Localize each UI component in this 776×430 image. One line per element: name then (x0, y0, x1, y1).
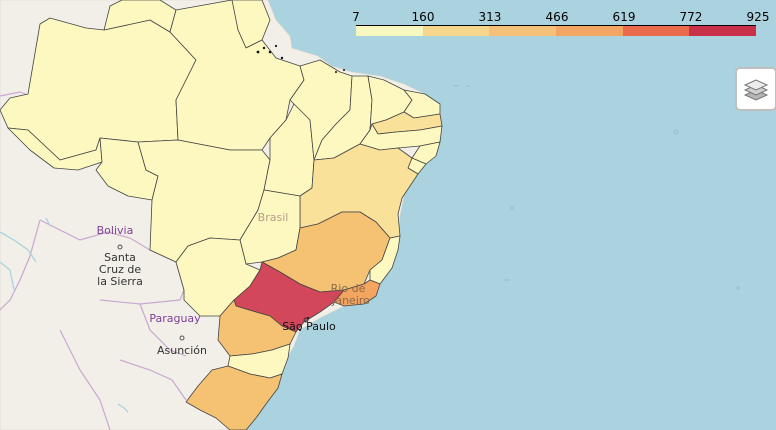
legend-swatch (622, 26, 690, 36)
state-rio-grande-do-sul[interactable] (185, 365, 283, 430)
label-santa-cruz-line1: Santa (104, 251, 136, 264)
rivers (0, 217, 129, 413)
sao-paulo-marker (303, 317, 309, 323)
asuncion-marker (179, 335, 185, 341)
legend-swatch (422, 26, 490, 36)
legend-tick: 7 (352, 10, 360, 24)
label-sao-paulo: São Paulo (282, 320, 336, 333)
legend-tick: 772 (679, 10, 703, 24)
label-santa-cruz-line2: Cruz de (99, 263, 141, 276)
legend-swatch (556, 26, 623, 36)
label-brasil: Brasil (258, 211, 289, 224)
state-roraima[interactable] (103, 0, 177, 33)
legend-tick: 160 (411, 10, 435, 24)
ocean-features (454, 85, 740, 290)
label-asuncion: Asunción (157, 344, 207, 357)
legend-swatch (356, 26, 423, 36)
label-santa-cruz-line3: la Sierra (97, 275, 143, 288)
legend-swatch (689, 26, 757, 36)
label-paraguay: Paraguay (149, 312, 201, 325)
legend-tick: 925 (746, 10, 770, 24)
country-borders (0, 91, 187, 430)
map-labels: Bolivia Santa Cruz de la Sierra Paraguay… (97, 211, 371, 357)
legend-ticks: 7 160 313 466 619 772 925 (352, 10, 769, 24)
legend-tick: 619 (612, 10, 636, 24)
state-alagoas[interactable] (411, 141, 441, 165)
legend-swatch (489, 26, 557, 36)
label-rio-line2: Janeiro (331, 294, 370, 307)
layers-control-button[interactable] (735, 67, 776, 111)
legend-color-bar (356, 25, 757, 36)
color-legend: 7 160 313 466 619 772 925 (352, 10, 769, 38)
label-rio-line1: Rio de (331, 282, 366, 295)
label-bolivia: Bolivia (97, 224, 134, 237)
legend-tick: 466 (545, 10, 569, 24)
coastline-detail (256, 44, 345, 331)
brazil-states[interactable] (0, 0, 443, 430)
layers-icon (743, 79, 769, 101)
santa-cruz-marker (117, 244, 123, 250)
legend-tick: 313 (478, 10, 502, 24)
